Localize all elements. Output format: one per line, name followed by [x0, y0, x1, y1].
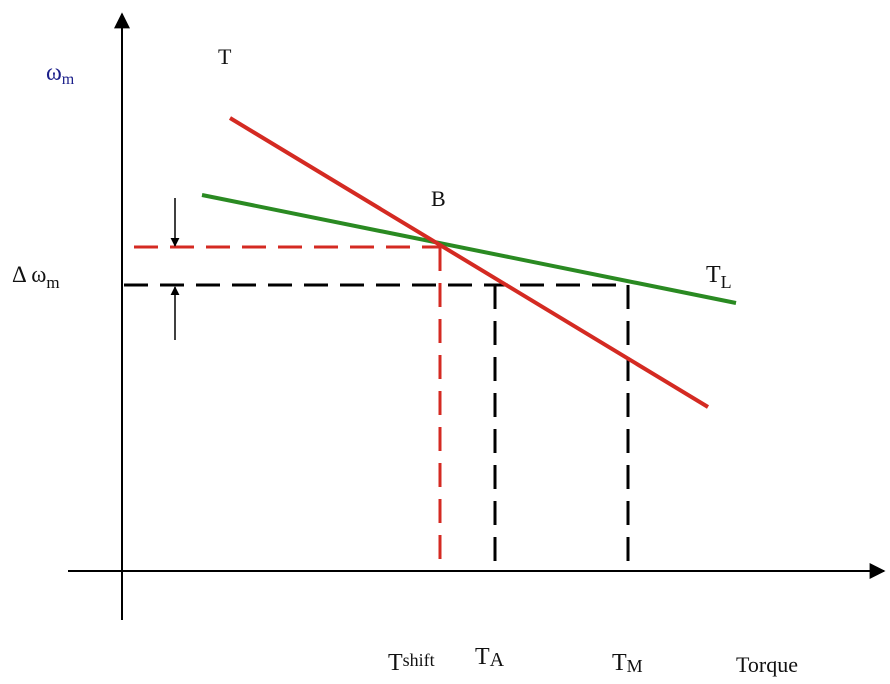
load-curve-label: TL: [706, 262, 732, 292]
intersection-point-label: B: [431, 186, 446, 211]
motor-torque-curve: [228, 116, 710, 409]
y-axis-label: ωm: [46, 60, 75, 88]
t-shift-label: Tshift: [388, 650, 435, 676]
x-axis-label: Torque: [736, 652, 798, 677]
motor-curve-label: T: [218, 44, 232, 69]
delta-omega-label: Δ ωm: [12, 262, 60, 292]
t-a-label: TA: [475, 644, 505, 671]
load-torque-curve: [201, 193, 737, 305]
t-m-label: TM: [612, 650, 643, 676]
